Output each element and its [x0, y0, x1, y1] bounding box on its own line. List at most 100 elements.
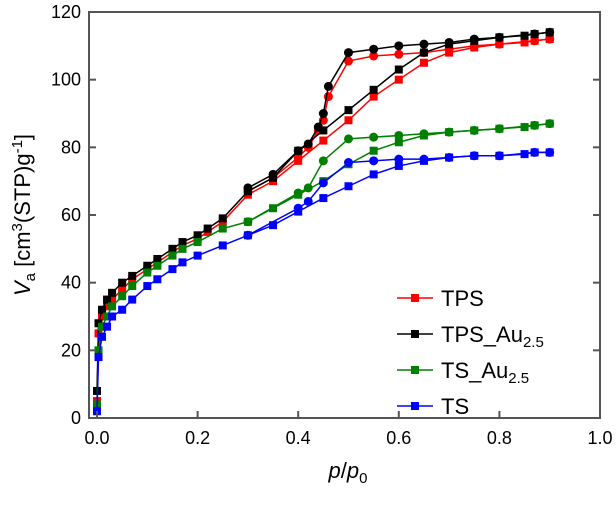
adsorption-point: [153, 261, 162, 270]
desorption-point: [369, 44, 379, 54]
adsorption-point: [218, 214, 227, 223]
adsorption-point: [369, 85, 378, 94]
adsorption-point: [193, 231, 202, 240]
desorption-point: [303, 139, 313, 149]
adsorption-point: [168, 251, 177, 260]
y-tick-label: 80: [61, 137, 81, 157]
adsorption-point: [193, 251, 202, 260]
adsorption-point: [94, 353, 103, 362]
adsorption-point: [108, 312, 117, 321]
desorption-point: [394, 41, 404, 51]
desorption-point: [530, 120, 540, 130]
adsorption-point: [143, 282, 152, 291]
adsorption-point: [143, 268, 152, 277]
desorption-point: [303, 183, 313, 193]
desorption-line: [247, 31, 550, 189]
desorption-point: [243, 230, 253, 240]
adsorption-point: [103, 312, 112, 321]
desorption-point: [494, 32, 504, 42]
legend-label: TS_Au2.5: [441, 358, 529, 387]
y-tick-label: 40: [61, 273, 81, 293]
desorption-point: [394, 49, 404, 59]
desorption-point: [494, 151, 504, 161]
adsorption-point: [98, 322, 107, 331]
desorption-point: [444, 127, 454, 137]
desorption-point: [469, 125, 479, 135]
adsorption-point: [98, 305, 107, 314]
adsorption-point: [344, 106, 353, 115]
legend-marker: [411, 294, 419, 302]
desorption-point: [268, 169, 278, 179]
adsorption-point: [178, 258, 187, 267]
desorption-point: [369, 51, 379, 61]
legend-label: TS: [441, 394, 469, 419]
axis-ticks: 0.0 0.2 0.4 0.6 0.8 1.0 0 20 40 60 80 100 120: [51, 2, 613, 448]
series-ts: [93, 147, 555, 416]
adsorption-point: [118, 278, 127, 287]
legend-marker: [411, 330, 419, 338]
desorption-point: [318, 156, 328, 166]
adsorption-point: [203, 224, 212, 233]
adsorption-point: [168, 265, 177, 274]
adsorption-point: [118, 292, 127, 301]
adsorption-point: [118, 305, 127, 314]
desorption-point: [323, 81, 333, 91]
x-tick-label: 0.6: [386, 428, 411, 448]
adsorption-point: [369, 146, 378, 155]
desorption-point: [444, 37, 454, 47]
desorption-point: [394, 130, 404, 140]
desorption-point: [344, 158, 353, 168]
adsorption-point: [118, 285, 127, 294]
x-tick-label: 1.0: [587, 428, 612, 448]
y-tick-label: 0: [71, 408, 81, 428]
plot-frame: [88, 11, 601, 419]
adsorption-point: [108, 295, 117, 304]
plot-marks: [93, 27, 555, 416]
desorption-point: [313, 122, 323, 132]
y-tick-label: 120: [51, 2, 81, 22]
adsorption-point: [319, 194, 328, 203]
x-tick-label: 0.2: [185, 428, 210, 448]
desorption-point: [293, 146, 303, 156]
x-axis-label: p/p0: [328, 458, 368, 487]
desorption-point: [530, 36, 540, 46]
x-tick-label: 0.8: [487, 428, 512, 448]
series-tps: [93, 34, 555, 406]
adsorption-point: [168, 244, 177, 253]
series-tps_au: [93, 27, 555, 395]
legend-marker: [411, 366, 419, 374]
desorption-point: [369, 132, 379, 142]
legend: TPS TPS_Au2.5 TS_Au2.5 TS: [397, 286, 544, 419]
adsorption-point: [218, 224, 227, 233]
desorption-point: [394, 154, 404, 164]
y-tick-label: 60: [61, 205, 81, 225]
y-tick-label: 20: [61, 340, 81, 360]
adsorption-point: [98, 332, 107, 341]
adsorption-point: [419, 48, 428, 57]
adsorption-point: [319, 126, 328, 135]
desorption-point: [530, 29, 540, 39]
adsorption-point: [103, 302, 112, 311]
adsorption-point: [369, 170, 378, 179]
desorption-point: [344, 48, 353, 58]
adsorption-point: [178, 238, 187, 247]
adsorption-point: [108, 302, 117, 311]
desorption-point: [545, 27, 555, 37]
adsorption-point: [128, 271, 137, 280]
adsorption-point: [153, 254, 162, 263]
adsorption-point: [394, 75, 403, 84]
desorption-point: [318, 109, 328, 118]
adsorption-point: [344, 182, 353, 191]
desorption-point: [530, 147, 540, 157]
desorption-point: [494, 124, 504, 134]
desorption-point: [444, 152, 454, 162]
desorption-line: [247, 38, 550, 192]
legend-label: TPS: [441, 286, 484, 311]
y-tick-label: 100: [51, 70, 81, 90]
adsorption-line: [96, 31, 550, 391]
desorption-point: [344, 134, 353, 144]
desorption-point: [293, 188, 303, 198]
adsorption-point: [94, 346, 103, 355]
